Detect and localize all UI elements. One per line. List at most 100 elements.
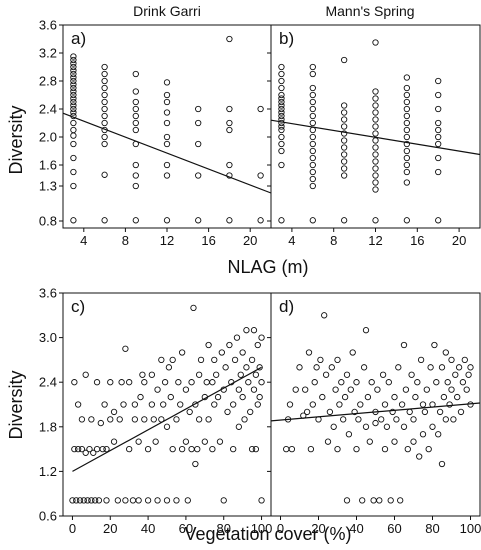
data-point <box>243 327 250 334</box>
data-point <box>340 416 347 423</box>
data-point <box>141 416 148 423</box>
data-point <box>256 364 263 371</box>
data-point <box>201 438 208 445</box>
data-point <box>400 341 408 349</box>
data-point <box>278 123 285 130</box>
data-point <box>233 334 241 341</box>
data-point <box>224 408 231 416</box>
data-point <box>250 327 258 334</box>
data-point <box>334 445 341 453</box>
x-tick-label: 4 <box>80 233 87 248</box>
data-point <box>343 497 351 504</box>
data-point <box>88 416 95 423</box>
data-point <box>412 393 419 401</box>
data-point <box>226 35 233 43</box>
data-point <box>435 168 442 176</box>
data-point <box>278 109 285 116</box>
x-tick-label: 40 <box>349 521 363 536</box>
data-point <box>78 416 86 423</box>
data-point <box>309 401 316 408</box>
data-point <box>326 408 334 416</box>
data-point <box>132 161 139 169</box>
data-point <box>393 416 400 423</box>
data-point <box>165 364 173 371</box>
data-point <box>131 416 139 423</box>
data-point <box>397 497 404 504</box>
data-point <box>163 91 171 99</box>
data-point <box>442 416 449 423</box>
data-point <box>381 445 389 453</box>
data-point <box>101 63 108 71</box>
x-tick-label: 12 <box>160 233 174 248</box>
y-tick-label: 3.6 <box>39 286 57 301</box>
data-point <box>278 63 285 71</box>
data-point <box>192 401 199 408</box>
data-point <box>248 356 256 364</box>
data-point <box>278 133 285 141</box>
data-point <box>135 438 142 445</box>
data-point <box>101 105 108 113</box>
data-point <box>302 386 309 393</box>
data-point <box>330 423 337 430</box>
data-point <box>309 133 316 141</box>
x-tick-label: 40 <box>141 521 155 536</box>
data-point <box>442 349 449 356</box>
data-point <box>132 105 139 113</box>
data-point <box>188 379 195 386</box>
x-tick-label: 100 <box>460 521 481 536</box>
x-axis-label-bottom: Vegetation cover (%) <box>184 524 351 544</box>
data-point <box>374 386 381 393</box>
data-point <box>110 408 118 416</box>
data-point <box>70 154 77 162</box>
data-point <box>372 116 379 123</box>
data-point <box>372 151 379 158</box>
y-tick-label: 1.8 <box>39 419 57 434</box>
data-point <box>395 364 402 371</box>
data-point <box>410 416 417 423</box>
data-point <box>78 445 86 453</box>
data-point <box>70 53 77 60</box>
data-point <box>448 386 455 393</box>
data-point <box>74 401 82 408</box>
data-point <box>324 438 332 445</box>
data-point <box>303 408 311 416</box>
data-point <box>450 416 457 423</box>
data-point <box>391 393 398 401</box>
data-point <box>70 77 77 85</box>
data-point <box>435 126 442 134</box>
data-point <box>209 379 216 386</box>
data-point <box>84 497 91 504</box>
data-point <box>372 144 379 151</box>
data-point <box>132 112 139 120</box>
y-axis-label-top: Diversity <box>6 105 26 174</box>
data-point <box>209 445 216 453</box>
data-point <box>226 161 233 169</box>
data-point <box>463 386 470 393</box>
x-tick-label: 20 <box>103 521 117 536</box>
plot-frame <box>62 292 272 517</box>
data-point <box>309 140 316 148</box>
data-point <box>107 379 114 386</box>
data-point <box>226 126 233 134</box>
data-point <box>435 119 442 127</box>
data-point <box>340 116 348 123</box>
panel-a: 4 8 12 16 20 0.8 1.3 1.6 2.0 2.4 2.8 3.2 3.6 a) <box>39 18 272 248</box>
data-point <box>360 364 368 371</box>
plot-frame <box>270 292 481 517</box>
data-point <box>178 349 186 356</box>
data-point <box>278 105 285 113</box>
data-point <box>239 349 246 356</box>
data-point <box>184 497 191 504</box>
data-point <box>70 70 77 78</box>
data-point <box>328 364 335 371</box>
data-point <box>103 497 110 504</box>
data-point <box>235 423 243 430</box>
data-point <box>114 497 121 504</box>
data-point <box>435 91 442 99</box>
data-point <box>435 105 442 113</box>
y-tick-label: 1.3 <box>39 179 57 194</box>
data-point <box>340 123 348 130</box>
data-point <box>139 371 146 378</box>
panel-letter: b) <box>279 29 294 48</box>
data-point <box>403 161 410 169</box>
